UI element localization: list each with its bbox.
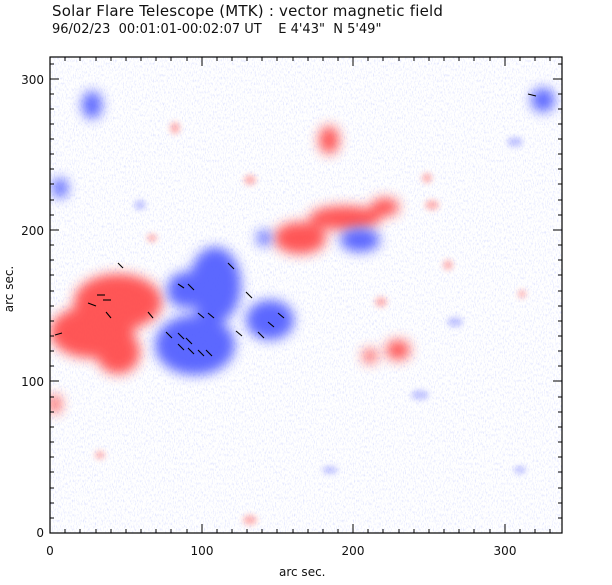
negative-faint-region	[447, 317, 463, 327]
negative-faint-region	[322, 466, 338, 474]
field-vector	[257, 331, 265, 339]
negative-faint-region	[514, 466, 526, 474]
negative-polarity-regions	[52, 88, 555, 375]
axis-ticks	[49, 57, 562, 534]
negative-region-large-c	[246, 300, 294, 340]
negative-region-large-d	[167, 272, 203, 308]
y-tick-label: 100	[21, 375, 44, 389]
field-vector	[197, 312, 205, 319]
field-vector	[117, 262, 124, 269]
figure-title: Solar Flare Telescope (MTK) : vector mag…	[52, 2, 444, 20]
positive-region-arch	[274, 222, 326, 254]
positive-region-arch-b	[309, 206, 381, 230]
positive-faint-region	[243, 515, 257, 525]
transverse-field-vectors	[54, 93, 537, 357]
field-vector	[207, 312, 215, 319]
field-vector	[177, 283, 185, 289]
negative-faint-region	[411, 390, 429, 400]
positive-faint-regions	[95, 122, 526, 525]
positive-faint-region	[443, 260, 453, 270]
x-tick-label: 100	[191, 544, 214, 558]
positive-region-small	[319, 126, 339, 154]
field-vector	[54, 332, 63, 336]
positive-faint-region	[375, 297, 387, 307]
positive-region-small	[50, 395, 61, 413]
field-vector	[177, 332, 185, 340]
positive-polarity-regions	[50, 126, 410, 413]
field-vector	[87, 302, 97, 307]
positive-region-small	[363, 349, 377, 363]
field-vector	[235, 330, 243, 337]
field-vector	[527, 93, 537, 97]
positive-faint-region	[147, 234, 157, 242]
y-tick-label: 0	[36, 526, 44, 540]
plot-frame	[49, 56, 563, 534]
x-tick-label: 0	[46, 544, 54, 558]
figure-subtitle: 96/02/23 00:01:01-00:02:07 UT E 4'43" N …	[52, 22, 382, 37]
y-tick-label: 300	[21, 73, 44, 87]
positive-faint-region	[95, 451, 105, 459]
x-tick-label: 300	[494, 544, 517, 558]
y-axis-label: arc sec.	[2, 265, 17, 313]
negative-region-left	[82, 91, 102, 119]
field-vector	[245, 291, 253, 299]
negative-faint-regions	[134, 137, 526, 474]
y-tick-label: 200	[21, 224, 44, 238]
field-vector	[197, 349, 205, 357]
field-vector	[147, 311, 154, 319]
negative-region-compact	[340, 228, 380, 252]
negative-region-small	[257, 230, 271, 246]
negative-region-edge	[52, 178, 68, 198]
negative-faint-region	[134, 200, 146, 210]
field-vector	[165, 331, 173, 339]
positive-region-small	[386, 340, 410, 360]
negative-region-large	[155, 315, 235, 375]
x-axis-label: arc sec.	[279, 565, 326, 579]
field-vector	[187, 347, 195, 355]
negative-faint-region	[507, 137, 523, 147]
positive-region-arch-c	[371, 198, 399, 216]
positive-faint-region	[244, 175, 256, 185]
x-tick-labels: 0 100 200 300	[46, 544, 516, 558]
field-vector	[185, 337, 193, 345]
field-vector	[187, 283, 195, 291]
field-vector	[277, 312, 285, 319]
positive-faint-region	[422, 173, 432, 183]
positive-faint-region	[518, 290, 526, 298]
field-vector	[227, 262, 235, 270]
field-vector	[205, 349, 213, 357]
positive-faint-region	[170, 122, 180, 134]
negative-region-large-b	[189, 247, 241, 323]
field-vector	[105, 311, 112, 319]
positive-region-large-c	[96, 330, 140, 374]
positive-faint-region	[425, 200, 439, 210]
field-vector	[177, 343, 185, 351]
x-tick-label: 200	[342, 544, 365, 558]
negative-region-corner	[531, 88, 555, 112]
y-tick-labels: 0 100 200 300	[21, 73, 44, 540]
field-vector	[267, 321, 275, 328]
